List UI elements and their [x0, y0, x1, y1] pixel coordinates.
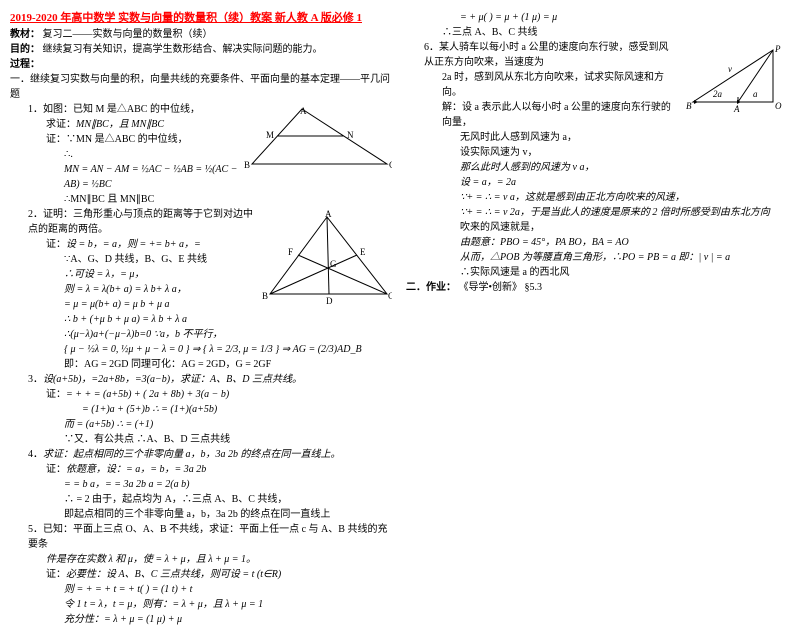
p3-line2: = (1+)a + (5+)b ∴ = (1+)(a+5b)	[28, 402, 394, 417]
fig2-label-F: F	[288, 247, 293, 257]
p2-proof-label: 证：	[46, 239, 66, 250]
p6-line1: 设 a 表示此人以每小时 a 公里的速度向东行驶的向量，	[442, 102, 671, 128]
p6-num: 6．	[424, 42, 439, 53]
p3-line1: = + + = (a+5b) + ( 2a + 8b) + 3(a − b)	[66, 389, 229, 400]
p5-num: 5．	[28, 524, 43, 535]
figure-centroid: A B C D E F G	[262, 209, 392, 309]
problem-2: A B C D E F G 2．证明：三角形重心与顶点的距离等于它到对边中点的距…	[10, 207, 394, 372]
fig2-label-B: B	[262, 291, 268, 301]
p6-text1: 某人骑车以每小时 a 公里的速度向东行驶，感受到风从正东方向吹来，当速度为	[424, 42, 668, 68]
objective-text: 继续复习有关知识，提高学生数形结合、解决实际问题的能力。	[43, 44, 323, 55]
problem-5: 5．已知：平面上三点 O、A、B 不共线，求证：平面上任一点 c 与 A、B 共…	[10, 522, 394, 627]
fig3-label-a: a	[753, 89, 758, 99]
figure-wind: P B A O v 2a a	[678, 42, 788, 117]
p5-line4: 则 = + = + t = + t( ) = (1 t) + t	[28, 582, 394, 597]
p4-line4: 即起点相同的三个非零向量 a，b，3a 2b 的终点在同一直线上	[28, 507, 394, 522]
p5-proof-label: 证：	[46, 569, 66, 580]
fig3-label-P: P	[774, 44, 781, 54]
problem-6: P B A O v 2a a 6．某人骑车以每小时 a 公里的速度向东行驶，感受…	[406, 40, 790, 280]
p6-ans-label: 解：	[442, 102, 462, 113]
p2-line8: 即：AG = 2GD 同理可化：AG = 2GD，G = 2GF	[28, 357, 394, 372]
p6-line2: 无风时此人感到风速为 a，	[424, 130, 790, 145]
fig1-label-M: M	[266, 130, 274, 140]
problem-4: 4．求证：起点相同的三个非零向量 a，b，3a 2b 的终点在同一直线上。 证：…	[10, 447, 394, 522]
p2-num: 2．	[28, 209, 43, 220]
p6-line7: ∵+ = ∴ = v 2a，于是当此人的速度是原来的 2 倍时所感受到由东北方向	[424, 205, 790, 220]
homework-row: 二．作业： 《导学•创新》 §5.3	[406, 280, 790, 295]
p3-proof-label: 证：	[46, 389, 66, 400]
fig3-label-O: O	[775, 101, 782, 111]
p4-line1: 依题意，设：= a，= b，= 3a 2b	[66, 464, 206, 475]
p6-line11: ∴实际风速是 a 的西北风	[424, 265, 790, 280]
fig2-label-E: E	[360, 247, 366, 257]
p5-line2: 件是存在实数 λ 和 μ，使 = λ + μ，且 λ + μ = 1。	[28, 552, 394, 567]
problem-3: 3．设(a+5b)，=2a+8b，=3(a−b)，求证：A、B、D 三点共线。 …	[10, 372, 394, 447]
p1-proof-label: 证：	[46, 134, 66, 145]
problem-1: A B C M N 1．如图：已知 M 是△ABC 的中位线， 求证：MN∥BC…	[10, 102, 394, 207]
p4-text: 求证：起点相同的三个非零向量 a，b，3a 2b 的终点在同一直线上。	[43, 449, 341, 460]
p4-num: 4．	[28, 449, 43, 460]
p6-line5: 设 = a，= 2a	[424, 175, 790, 190]
p1-proof1: ∵MN 是△ABC 的中位线，	[66, 134, 188, 145]
p2-text: 证明：三角形重心与顶点的距离等于它到对边中点的距离的两倍。	[28, 209, 253, 235]
p6-line6: ∵+ = ∴ = v a，这就是感到由正北方向吹来的风速，	[424, 190, 790, 205]
p1-text: 如图：已知 M 是△ABC 的中位线，	[43, 104, 200, 115]
p1-num: 1．	[28, 104, 43, 115]
figure-triangle-midline: A B C M N	[242, 104, 392, 174]
section-1-heading: 一．继续复习实数与向量的积，向量共线的充要条件、平面向量的基本定理——平几问题	[10, 72, 394, 102]
fig1-label-C: C	[389, 160, 392, 170]
fig1-label-N: N	[347, 130, 354, 140]
fig2-label-D: D	[326, 296, 333, 306]
p6-line9: 由题意：PBO = 45°，PA BO，BA = AO	[424, 235, 790, 250]
process-label: 过程：	[10, 57, 394, 72]
p1-prove: MN∥BC，且 MN∥BC	[76, 119, 164, 130]
p6-line10: 从而，△POB 为等腰直角三角形，∴PO = PB = a 即：| v | = …	[424, 250, 790, 265]
p5-line3: 必要性：设 A、B、C 三点共线，则可设 = t (t∈R)	[66, 569, 281, 580]
s2-line2: ∴三点 A、B、C 共线	[406, 25, 790, 40]
p5-line6: 充分性：= λ + μ = (1 μ) + μ	[28, 612, 394, 627]
p2-formula2: { μ − ½λ = 0, ½μ + μ − λ = 0 } ⇒ { λ = 2…	[28, 342, 394, 357]
s2-line1: = + μ( ) = μ + (1 μ) = μ	[406, 10, 790, 25]
fig3-label-A: A	[733, 104, 740, 114]
p6-line4: 那么此时人感到的风速为 v a，	[424, 160, 790, 175]
p6-line3: 设实际风速为 v，	[424, 145, 790, 160]
p2-line7: ∴(μ−λ)a+(−μ−λ)b=0 ∵a，b 不平行，	[28, 327, 394, 342]
teaching-material-row: 教材： 复习二——实数与向量的数量积（续）	[10, 27, 394, 42]
hw-text: 《导学•创新》 §5.3	[459, 282, 543, 293]
p4-line2: = = b a，= = 3a 2b a = 2(a b)	[28, 477, 394, 492]
p1-prove-label: 求证：	[46, 119, 76, 130]
fig3-label-2a: 2a	[713, 89, 723, 99]
p2-line1: 设 = b，= a，则 = += b+ a，=	[66, 239, 201, 250]
p3-num: 3．	[28, 374, 43, 385]
p3-line3: 而 = (a+5b) ∴ = (+1)	[28, 417, 394, 432]
page-title: 2019-2020 年高中数学 实数与向量的数量积（续）教案 新人教 A 版必修…	[10, 10, 394, 27]
p5-line5: 令 1 t = λ，t = μ，则有：= λ + μ，且 λ + μ = 1	[28, 597, 394, 612]
p2-line6: ∴ b + (+μ b + μ a) = λ b + λ a	[28, 312, 394, 327]
fig2-label-G: G	[330, 259, 337, 269]
fig1-label-A: A	[300, 106, 307, 116]
right-column: = + μ( ) = μ + (1 μ) = μ ∴三点 A、B、C 共线 P …	[406, 10, 790, 627]
p4-line3: ∴ = 2 由于，起点均为 A，∴三点 A、B、C 共线，	[28, 492, 394, 507]
left-column: 2019-2020 年高中数学 实数与向量的数量积（续）教案 新人教 A 版必修…	[10, 10, 394, 627]
teaching-material-text: 复习二——实数与向量的数量积（续）	[43, 29, 213, 40]
fig2-label-A: A	[325, 209, 332, 219]
p3-line4: ∵又．有公共点 ∴A、B、D 三点共线	[28, 432, 394, 447]
hw-label: 二．作业：	[406, 282, 456, 293]
p5-text: 已知：平面上三点 O、A、B 不共线，求证：平面上任一点 c 与 A、B 共线的…	[28, 524, 387, 550]
p6-line8: 吹来的风速就是，	[424, 220, 790, 235]
teaching-material-label: 教材：	[10, 29, 40, 40]
p4-proof-label: 证：	[46, 464, 66, 475]
objective-label: 目的：	[10, 44, 40, 55]
fig3-label-B: B	[686, 101, 692, 111]
objective-row: 目的： 继续复习有关知识，提高学生数形结合、解决实际问题的能力。	[10, 42, 394, 57]
p3-text: 设(a+5b)，=2a+8b，=3(a−b)，求证：A、B、D 三点共线。	[43, 374, 302, 385]
p1-proof3: ∴MN∥BC 且 MN∥BC	[28, 192, 394, 207]
fig3-label-v: v	[728, 64, 732, 74]
fig1-label-B: B	[244, 160, 250, 170]
fig2-label-C: C	[388, 291, 392, 301]
